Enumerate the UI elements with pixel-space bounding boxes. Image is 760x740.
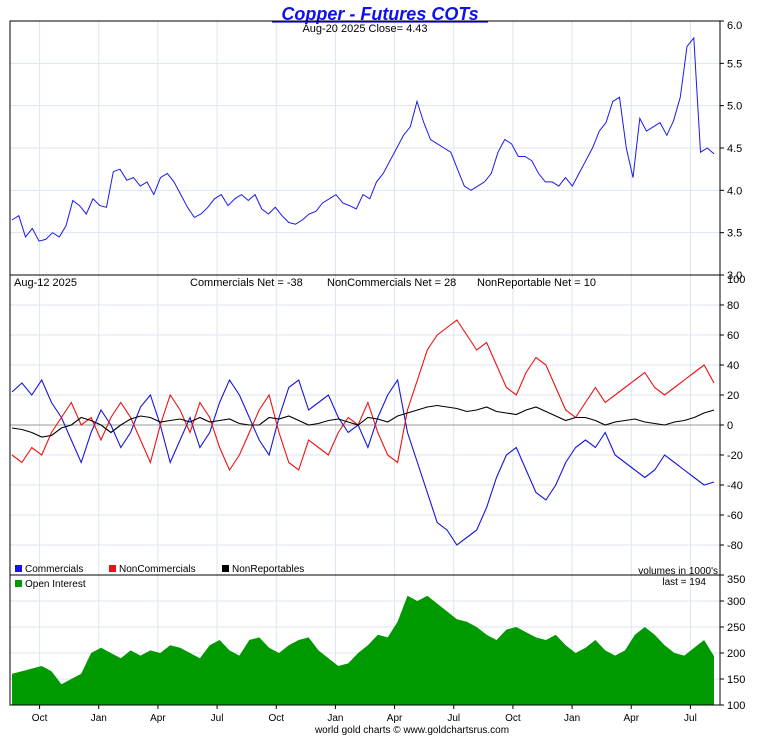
chart-title: Copper - Futures COTs — [281, 4, 478, 24]
y-tick-label: 20 — [727, 390, 739, 402]
legend-commercials-label: Commercials — [25, 564, 83, 575]
y-tick-label: -60 — [727, 510, 743, 522]
y-tick-label: -40 — [727, 480, 743, 492]
y-tick-label: 3.0 — [727, 270, 742, 282]
open-interest-area — [12, 595, 714, 705]
chart-footer: world gold charts © www.goldchartsrus.co… — [314, 725, 509, 735]
x-tick-label: Apr — [623, 713, 639, 724]
y-tick-label: 100 — [727, 274, 745, 286]
y-tick-label: 60 — [727, 330, 739, 342]
y-tick-label: 4.0 — [727, 185, 742, 197]
y-tick-label: 0 — [727, 420, 733, 432]
legend-open-interest-swatch — [15, 580, 22, 587]
positions-date-label: Aug-12 2025 — [14, 277, 77, 289]
y-tick-label: 150 — [727, 674, 745, 686]
legend-open-interest-label: Open Interest — [25, 579, 86, 590]
legend-noncommercials-swatch — [109, 565, 116, 572]
noncommercials-line — [11, 319, 715, 472]
nonreportables-line — [11, 404, 715, 438]
price-line — [11, 36, 715, 242]
y-tick-label: 5.0 — [727, 101, 742, 113]
y-tick-label: 100 — [727, 700, 745, 712]
commercials-net-label: Commercials Net = -38 — [190, 277, 303, 289]
x-tick-label: Jan — [327, 713, 343, 724]
volumes-units-note: volumes in 1000's — [638, 566, 718, 577]
x-tick-label: Jul — [211, 713, 224, 724]
nonreportable-net-label: NonReportable Net = 10 — [477, 277, 596, 289]
y-tick-label: 80 — [727, 300, 739, 312]
y-tick-label: 6.0 — [727, 20, 742, 32]
x-tick-label: Jul — [447, 713, 460, 724]
x-tick-label: Oct — [268, 713, 284, 724]
y-tick-label: 40 — [727, 360, 739, 372]
legend-noncommercials-label: NonCommercials — [119, 564, 196, 575]
y-tick-label: 300 — [727, 596, 745, 608]
legend-nonreportables-label: NonReportables — [232, 564, 304, 575]
legend-commercials-swatch — [15, 565, 22, 572]
price-subtitle: Aug-20 2025 Close= 4.43 — [302, 23, 427, 35]
x-tick-label: Apr — [150, 713, 166, 724]
y-tick-label: 200 — [727, 648, 745, 660]
x-tick-label: Oct — [32, 713, 48, 724]
open-interest-last-label: last = 194 — [662, 577, 706, 588]
y-tick-label: 5.5 — [727, 58, 742, 70]
legend-nonreportables-swatch — [222, 565, 229, 572]
x-tick-label: Jan — [91, 713, 107, 724]
noncommercials-net-label: NonCommercials Net = 28 — [327, 277, 456, 289]
y-tick-label: -20 — [727, 450, 743, 462]
commercials-line — [11, 378, 715, 546]
panel-border — [9, 574, 721, 706]
x-tick-label: Jul — [684, 713, 697, 724]
y-tick-label: -80 — [727, 540, 743, 552]
y-tick-label: 250 — [727, 622, 745, 634]
x-tick-label: Apr — [387, 713, 403, 724]
y-tick-label: 3.5 — [727, 228, 742, 240]
x-tick-label: Jan — [564, 713, 580, 724]
x-tick-label: Oct — [505, 713, 521, 724]
y-tick-label: 350 — [727, 574, 745, 586]
y-tick-label: 4.5 — [727, 143, 742, 155]
